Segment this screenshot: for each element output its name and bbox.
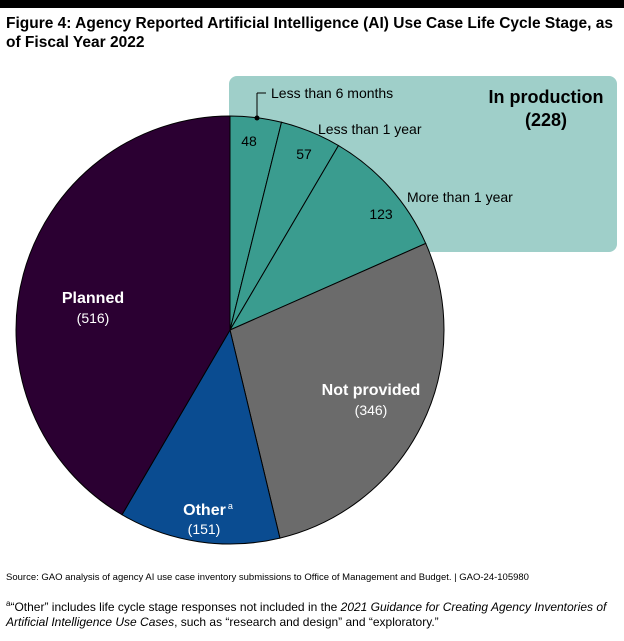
footnote-text-before: “Other” includes life cycle stage respon… [10,600,341,614]
footnote-text-after: , such as “research and design” and “exp… [174,615,439,629]
footnote-marker: a [6,599,11,608]
callout-dot [254,115,260,121]
value-less-than-1-year: 57 [296,146,312,162]
label-less-than-1-year: Less than 1 year [318,121,422,137]
value-not-provided: (346) [355,402,388,418]
top-rule [0,0,624,8]
pie-slice-more-than-1-year [228,144,427,332]
value-other: (151) [188,521,221,537]
in-production-label: In production [489,87,604,107]
footnote: a“Other” includes life cycle stage respo… [6,596,618,630]
value-planned: (516) [77,310,110,326]
pie-slice-other [121,328,281,545]
value-less-than-6-months: 48 [241,133,257,149]
pie-chart: In production (228) Less than 6 months L… [15,76,617,545]
source-note: Source: GAO analysis of agency AI use ca… [6,572,529,583]
figure-title: Figure 4: Agency Reported Artificial Int… [6,15,613,51]
in-production-total: (228) [525,110,567,130]
pie-slice-not-provided [229,242,445,539]
footnote-guidance-title: 2021 Guidance for Creating Agency Invent… [6,600,607,629]
label-other: Other a [183,501,233,519]
label-planned: Planned [62,290,124,307]
value-more-than-1-year: 123 [369,206,393,222]
label-less-than-6-months: Less than 6 months [271,85,393,101]
pie-slice-planned [15,115,231,516]
label-not-provided: Not provided [322,382,421,399]
pie-slices [15,115,445,545]
label-more-than-1-year: More than 1 year [407,189,513,205]
